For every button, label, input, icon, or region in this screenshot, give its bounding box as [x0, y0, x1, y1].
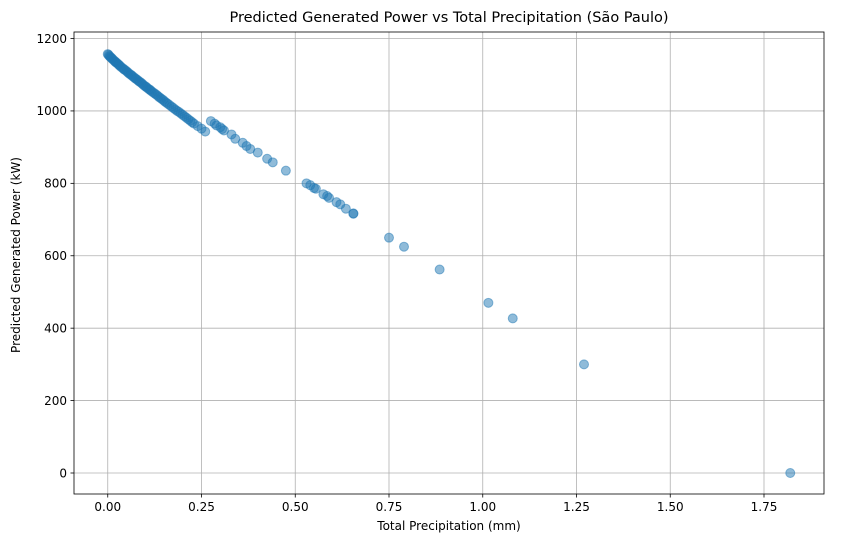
scatter-point: [280, 165, 291, 176]
scatter-point: [200, 126, 211, 137]
x-tick-label: 0.25: [188, 500, 215, 514]
x-tick-label: 1.50: [657, 500, 684, 514]
scatter-point: [267, 157, 278, 168]
y-tick-label: 600: [44, 249, 67, 263]
x-axis-ticks: 0.00 0.25 0.50 0.75 1.00 1.25 1.50 1.75: [94, 494, 777, 514]
y-axis-label: Predicted Generated Power (kW): [9, 157, 23, 353]
y-axis-ticks: 0 200 400 600 800 1000 1200: [36, 32, 74, 480]
scatter-point: [348, 208, 359, 219]
scatter-point: [434, 264, 445, 275]
scatter-point: [340, 203, 351, 214]
x-tick-label: 1.25: [563, 500, 590, 514]
scatter-point: [324, 192, 334, 203]
scatter-point: [399, 241, 409, 252]
scatter-point: [483, 297, 494, 308]
scatter-point: [384, 232, 394, 243]
x-tick-label: 0.75: [376, 500, 403, 514]
chart-title: Predicted Generated Power vs Total Preci…: [229, 10, 668, 26]
plot-frame: [73, 31, 825, 495]
y-tick-label: 1000: [36, 104, 67, 118]
data-points: [102, 49, 796, 478]
scatter-point: [507, 313, 518, 324]
y-tick-label: 200: [44, 394, 67, 408]
x-tick-label: 1.75: [751, 500, 778, 514]
x-axis-label: Total Precipitation (mm): [376, 519, 520, 533]
y-tick-label: 1200: [36, 32, 67, 46]
x-tick-label: 0.50: [282, 500, 309, 514]
scatter-point: [252, 147, 263, 158]
y-tick-label: 400: [44, 321, 67, 335]
scatter-point: [310, 183, 321, 194]
x-tick-label: 1.00: [469, 500, 496, 514]
scatter-point: [785, 468, 796, 478]
y-tick-label: 800: [44, 177, 67, 191]
x-tick-label: 0.00: [94, 500, 121, 514]
scatter-point: [579, 359, 589, 370]
grid-lines: [74, 32, 824, 494]
y-tick-label: 0: [59, 466, 67, 480]
